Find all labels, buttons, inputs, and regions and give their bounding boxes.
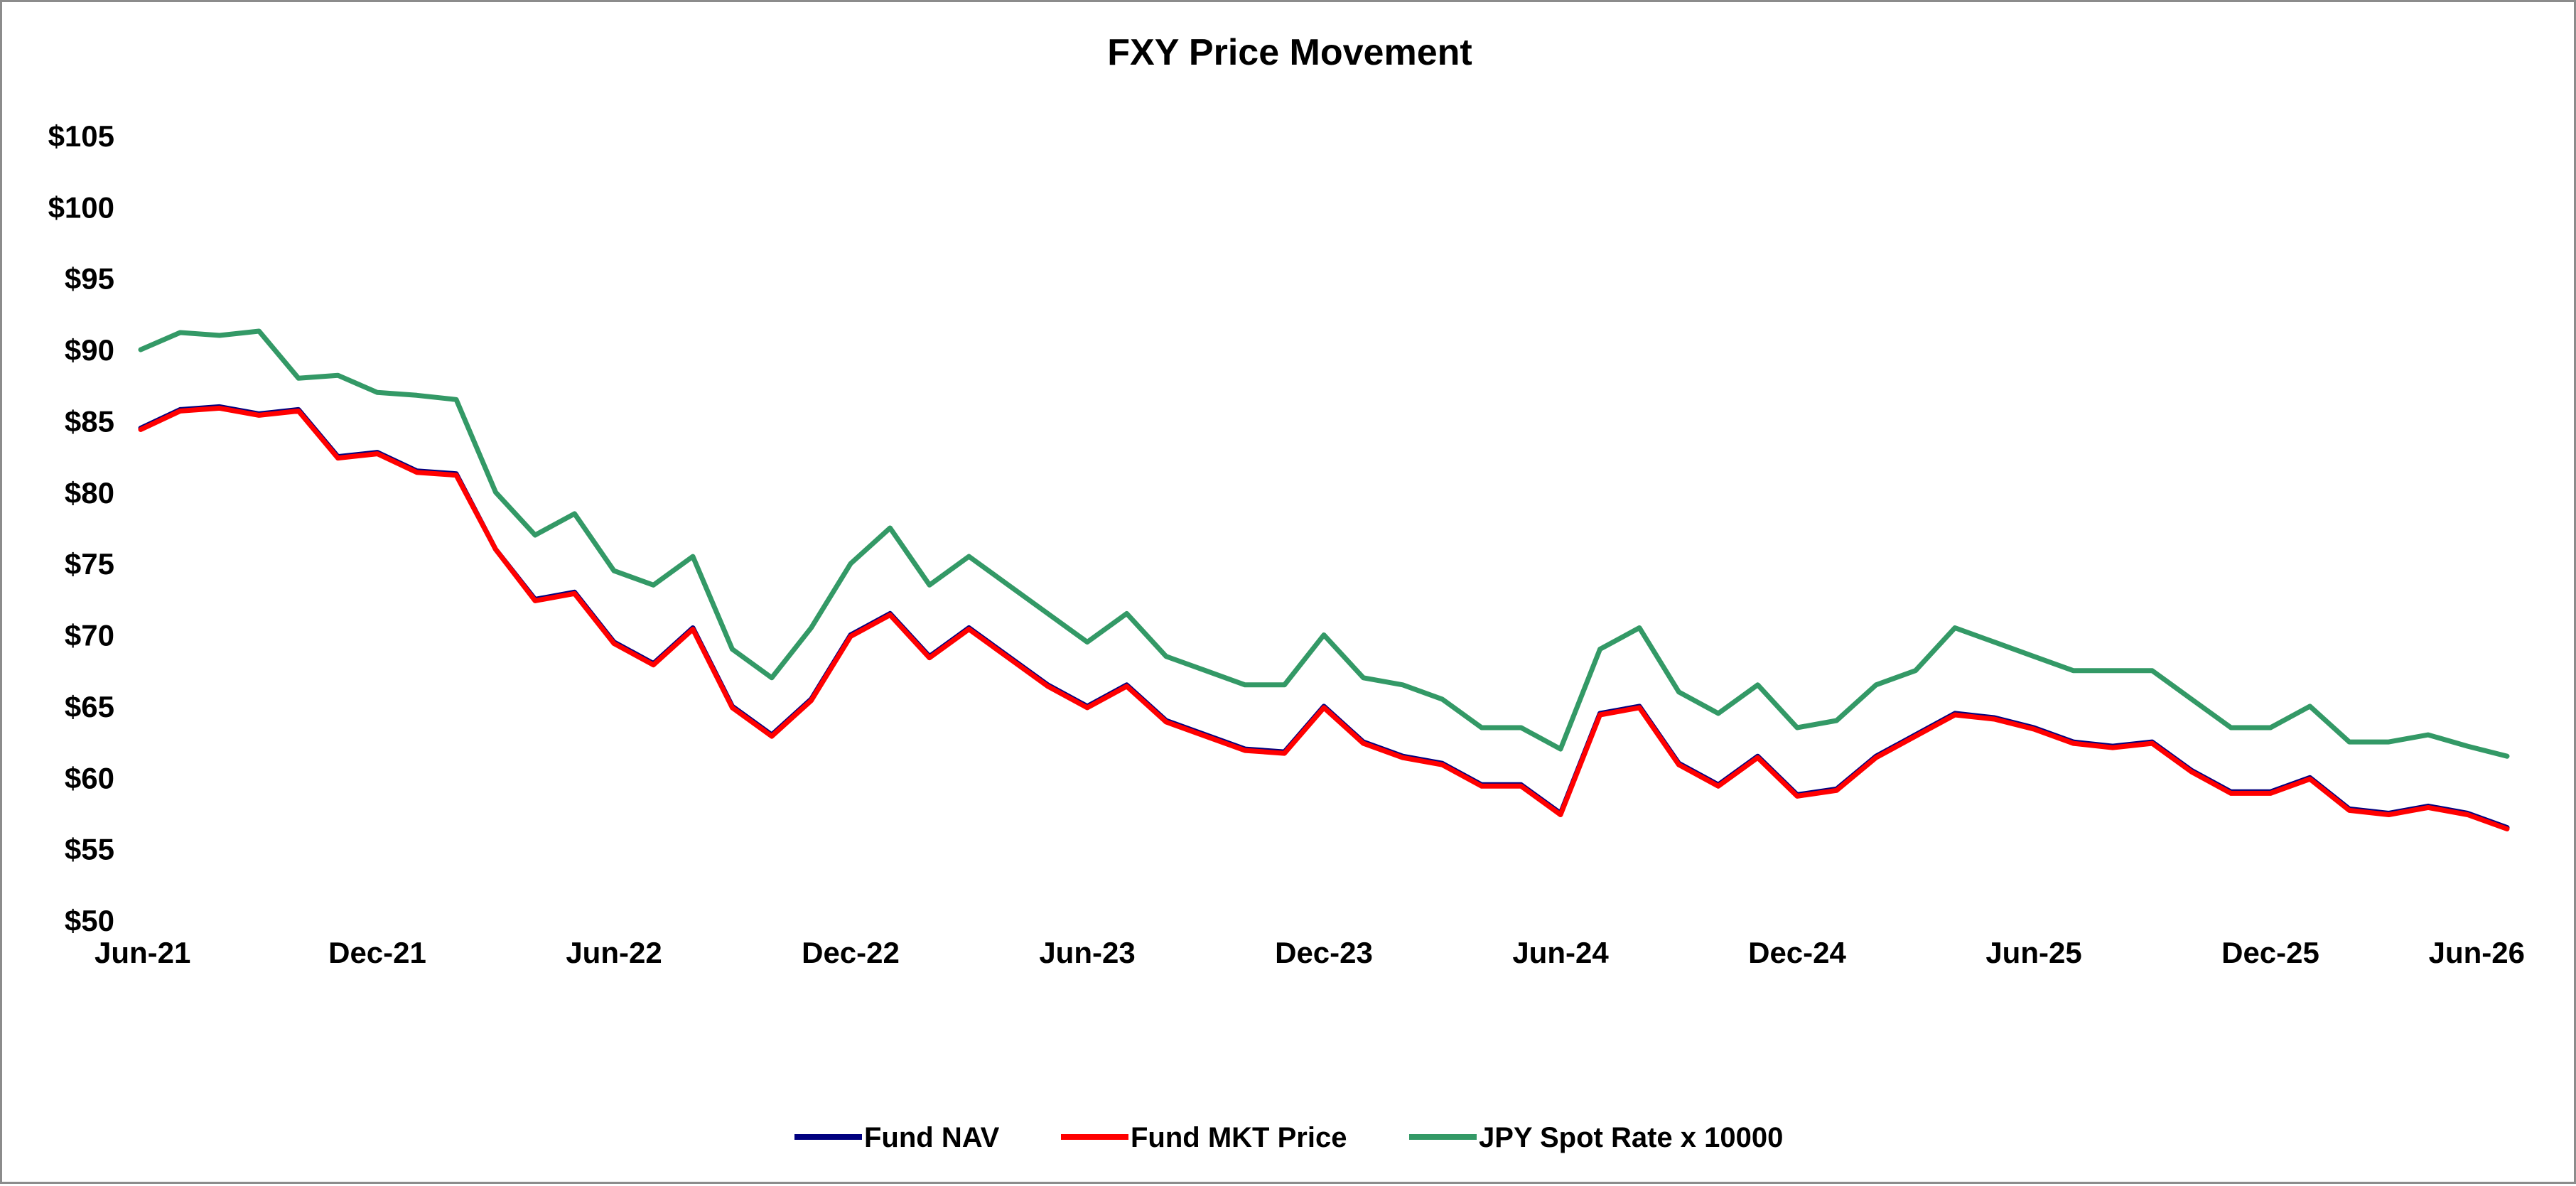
x-tick-label: Dec-24 <box>1748 936 1846 969</box>
x-tick-label: Jun-21 <box>95 936 190 969</box>
y-tick-label: $55 <box>65 833 114 866</box>
x-tick-label: Jun-26 <box>2429 936 2525 969</box>
y-tick-label: $80 <box>65 476 114 510</box>
x-tick-label: Dec-25 <box>2221 936 2319 969</box>
x-tick-label: Jun-25 <box>1985 936 2081 969</box>
x-tick-label: Dec-23 <box>1275 936 1373 969</box>
legend: Fund NAV Fund MKT Price JPY Spot Rate x 10… <box>794 1122 1783 1153</box>
legend-label-0: Fund NAV <box>864 1122 1000 1153</box>
x-tick-label: Jun-23 <box>1039 936 1135 969</box>
y-tick-label: $90 <box>65 333 114 367</box>
series-line-2 <box>138 328 2510 759</box>
legend-label-1: Fund MKT Price <box>1131 1122 1347 1153</box>
y-tick-label: $85 <box>65 404 114 438</box>
legend-label-2: JPY Spot Rate x 10000 <box>1479 1122 1783 1153</box>
y-tick-label: $60 <box>65 761 114 794</box>
y-tick-label: $70 <box>65 619 114 652</box>
series-line-0 <box>138 404 2510 830</box>
x-tick-label: Dec-22 <box>802 936 900 969</box>
y-tick-label: $105 <box>48 119 114 153</box>
x-tick-label: Jun-24 <box>1512 936 1609 969</box>
chart-title: FXY Price Movement <box>1107 32 1472 73</box>
series-line-1 <box>138 405 2510 831</box>
y-tick-label: $65 <box>65 690 114 723</box>
y-tick-label: $50 <box>65 904 114 937</box>
y-axis-ticks: $105 $100 $95 $90 $85 $80 $75 $70 $65 $60 $55 $50 <box>48 119 114 937</box>
x-axis-ticks: Jun-21 Dec-21 Jun-22 Dec-22 Jun-23 Dec-23 Jun-… <box>95 936 2525 969</box>
x-tick-label: Jun-22 <box>566 936 662 969</box>
y-tick-label: $95 <box>65 262 114 296</box>
plot-area <box>138 328 2510 831</box>
x-tick-label: Dec-21 <box>328 936 426 969</box>
y-tick-label: $75 <box>65 547 114 581</box>
y-tick-label: $100 <box>48 190 114 224</box>
